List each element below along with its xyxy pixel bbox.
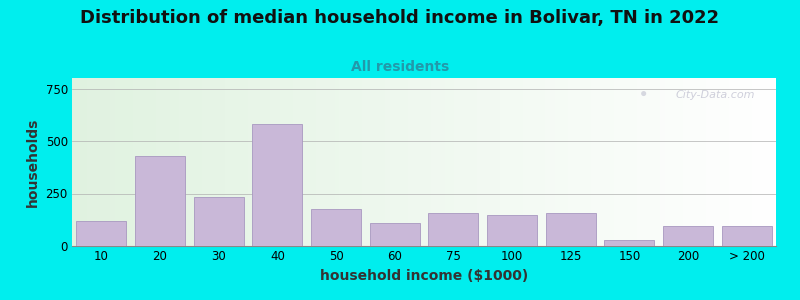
Bar xyxy=(194,197,244,246)
Bar xyxy=(604,240,654,246)
Text: City-Data.com: City-Data.com xyxy=(675,90,755,100)
Bar xyxy=(663,226,713,246)
Bar xyxy=(135,156,185,246)
Y-axis label: households: households xyxy=(26,117,40,207)
Bar xyxy=(429,214,478,246)
Bar xyxy=(722,226,771,246)
Text: ⚫: ⚫ xyxy=(638,90,648,100)
Text: All residents: All residents xyxy=(351,60,449,74)
X-axis label: household income ($1000): household income ($1000) xyxy=(320,269,528,283)
Bar xyxy=(311,209,361,246)
Bar xyxy=(487,215,537,246)
Bar xyxy=(546,214,595,246)
Bar xyxy=(77,221,126,246)
Bar xyxy=(370,223,420,246)
Text: Distribution of median household income in Bolivar, TN in 2022: Distribution of median household income … xyxy=(81,9,719,27)
Bar xyxy=(253,124,302,246)
